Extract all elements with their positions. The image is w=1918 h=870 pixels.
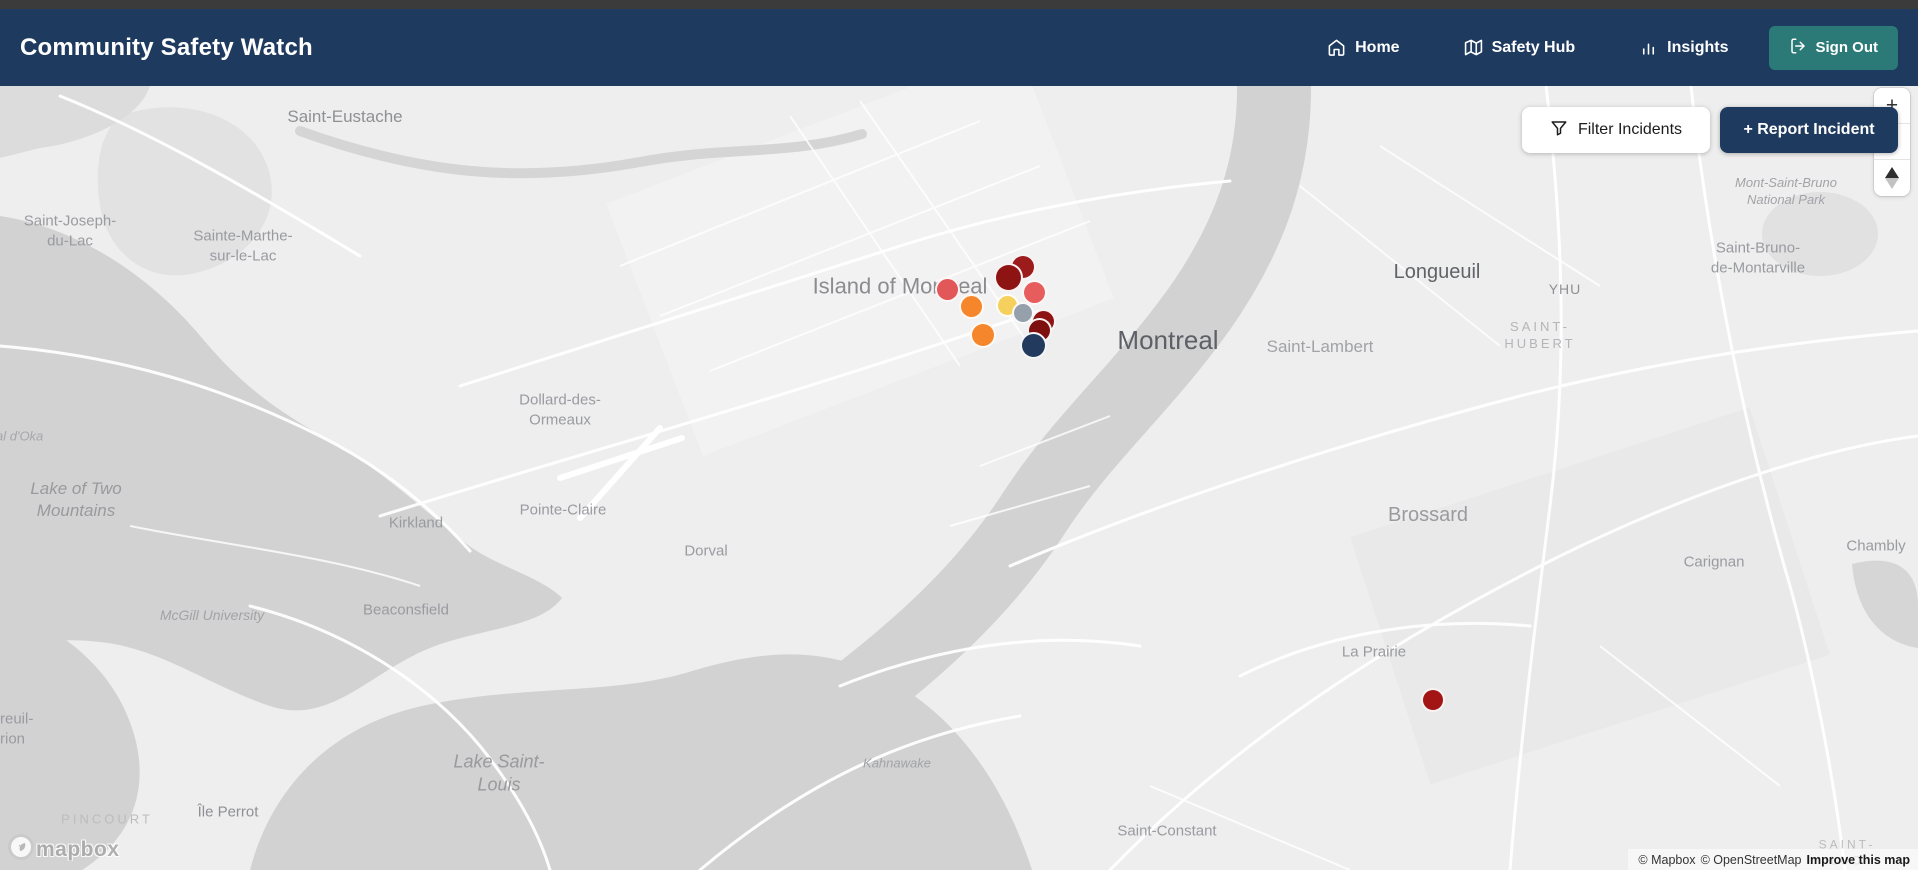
mapbox-logo[interactable]: mapbox bbox=[8, 834, 120, 865]
nav-item-label: Insights bbox=[1667, 38, 1729, 56]
incident-marker[interactable] bbox=[970, 322, 996, 348]
map-attribution: © Mapbox © OpenStreetMap Improve this ma… bbox=[1628, 849, 1918, 870]
osm-attribution-link[interactable]: © OpenStreetMap bbox=[1700, 852, 1802, 867]
funnel-icon bbox=[1550, 119, 1568, 142]
app-header: Community Safety Watch Home Safety Hub I… bbox=[0, 9, 1918, 86]
incident-marker[interactable] bbox=[1021, 279, 1047, 305]
report-incident-button[interactable]: + Report Incident bbox=[1720, 107, 1898, 153]
mapbox-logo-icon bbox=[8, 834, 34, 865]
compass-button[interactable] bbox=[1874, 160, 1910, 196]
nav-item-insights[interactable]: Insights bbox=[1639, 38, 1729, 57]
bar-chart-icon bbox=[1639, 38, 1658, 57]
map-icon bbox=[1464, 38, 1483, 57]
nav-item-safety-hub[interactable]: Safety Hub bbox=[1464, 38, 1576, 57]
incident-marker[interactable] bbox=[993, 262, 1023, 292]
nav-item-label: Home bbox=[1355, 38, 1400, 56]
logout-icon bbox=[1789, 37, 1807, 59]
window-top-strip bbox=[0, 0, 1918, 9]
nav-item-label: Safety Hub bbox=[1491, 38, 1576, 56]
nav-item-home[interactable]: Home bbox=[1327, 38, 1400, 57]
incident-marker-layer bbox=[0, 86, 1918, 870]
incident-marker[interactable] bbox=[1421, 688, 1445, 712]
incident-marker[interactable] bbox=[1019, 331, 1047, 359]
mapbox-attribution-link[interactable]: © Mapbox bbox=[1638, 852, 1696, 867]
map-canvas[interactable] bbox=[0, 86, 1918, 870]
compass-icon bbox=[1885, 167, 1899, 189]
app-title: Community Safety Watch bbox=[20, 33, 313, 61]
sign-out-button[interactable]: Sign Out bbox=[1768, 25, 1898, 70]
main-nav: Home Safety Hub Insights bbox=[1327, 38, 1729, 57]
map-container: Saint-Eustache Saint-Joseph- du-Lac Sainte… bbox=[0, 86, 1918, 870]
improve-map-link[interactable]: Improve this map bbox=[1806, 852, 1911, 867]
filter-incidents-button[interactable]: Filter Incidents bbox=[1522, 107, 1710, 153]
incident-marker[interactable] bbox=[934, 276, 960, 302]
incident-marker[interactable] bbox=[958, 293, 984, 319]
home-icon bbox=[1327, 38, 1346, 57]
mapbox-wordmark: mapbox bbox=[36, 837, 120, 861]
